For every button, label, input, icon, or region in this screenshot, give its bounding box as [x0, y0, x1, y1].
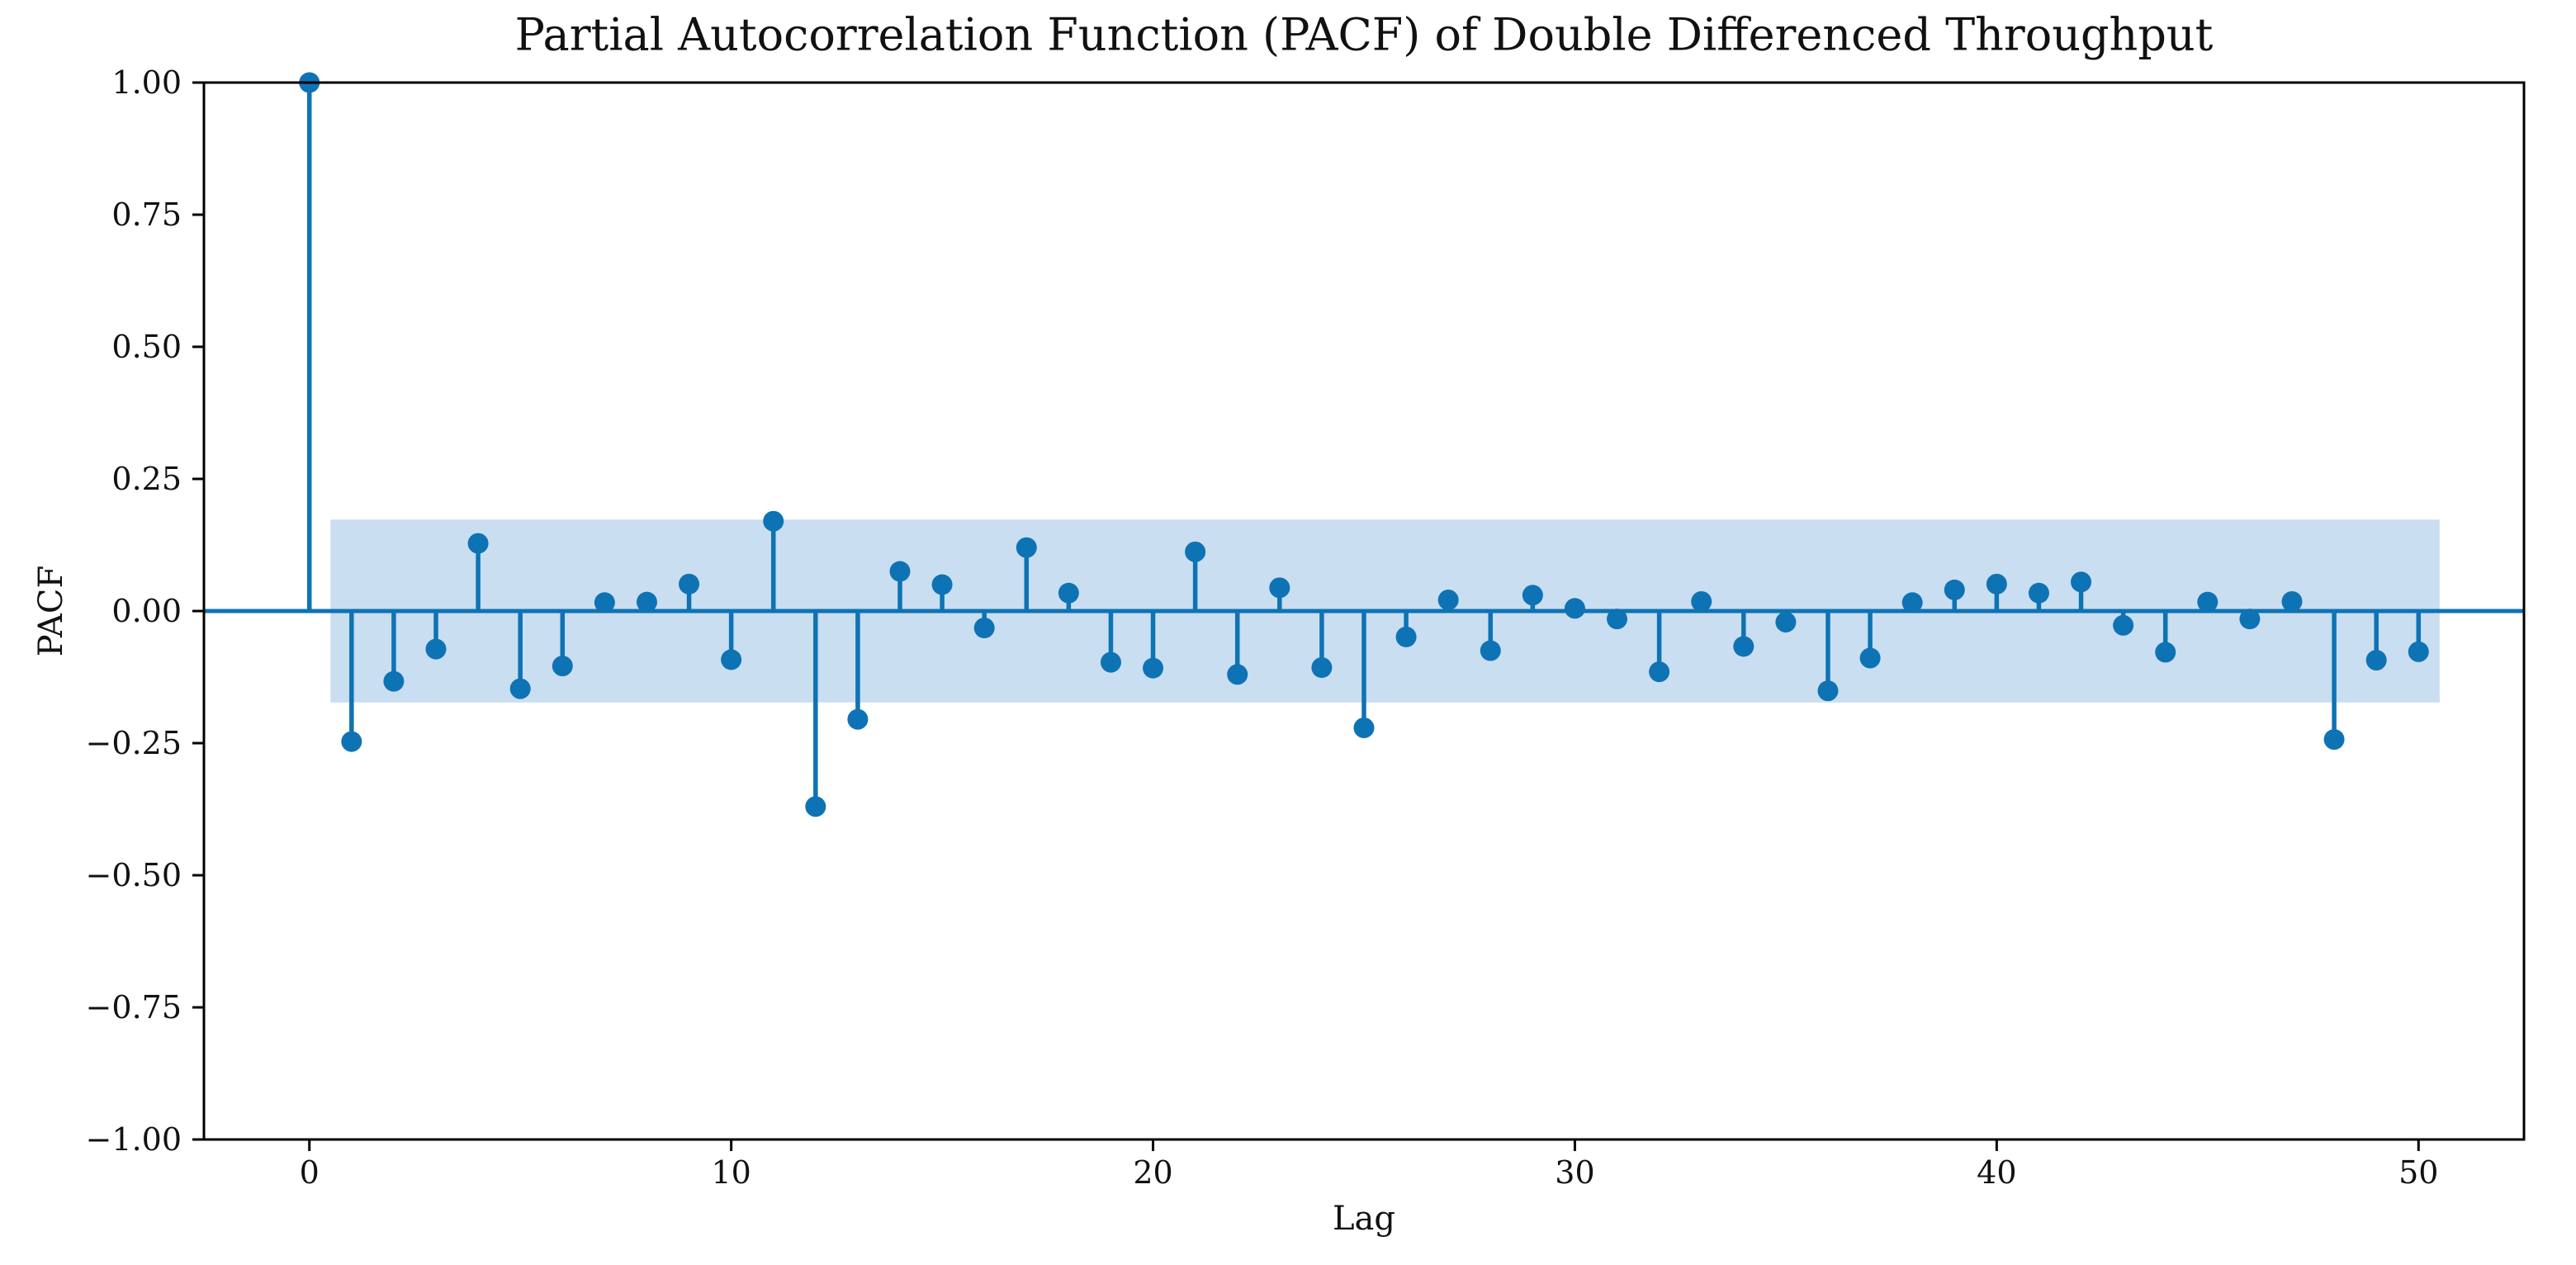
marker-lag-37: [1859, 647, 1881, 669]
y-tick-label-0.25: 0.25: [111, 461, 182, 497]
marker-lag-49: [2365, 650, 2387, 671]
marker-lag-42: [2071, 571, 2092, 593]
marker-lag-36: [1817, 680, 1839, 702]
marker-lag-44: [2155, 642, 2176, 663]
chart-title: Partial Autocorrelation Function (PACF) …: [514, 8, 2214, 61]
x-tick-label-10: 10: [711, 1154, 751, 1191]
marker-lag-24: [1311, 656, 1333, 678]
marker-lag-10: [721, 649, 742, 670]
marker-lag-29: [1522, 585, 1543, 606]
x-tick-label-30: 30: [1555, 1154, 1595, 1191]
marker-lag-39: [1944, 579, 1965, 600]
marker-lag-50: [2408, 641, 2429, 662]
marker-lag-4: [467, 533, 489, 554]
marker-lag-45: [2197, 591, 2218, 613]
marker-lag-35: [1775, 611, 1797, 632]
marker-lag-15: [931, 574, 953, 595]
marker-lag-6: [552, 656, 573, 677]
x-axis-label: Lag: [1332, 1200, 1396, 1238]
y-tick-label-1.00: 1.00: [111, 64, 182, 101]
marker-lag-46: [2239, 609, 2261, 630]
y-tick-label-0.50: 0.50: [111, 329, 182, 365]
marker-lag-30: [1564, 598, 1585, 619]
y-tick-label-−0.50: −0.50: [85, 857, 182, 893]
marker-lag-28: [1480, 640, 1501, 661]
marker-lag-18: [1058, 582, 1079, 604]
y-tick-label-0.75: 0.75: [111, 197, 182, 233]
marker-lag-8: [636, 591, 657, 613]
marker-lag-40: [1986, 573, 2007, 595]
marker-lag-17: [1016, 537, 1037, 558]
marker-lag-25: [1353, 717, 1375, 738]
marker-lag-20: [1143, 657, 1164, 679]
marker-lag-34: [1733, 636, 1754, 657]
marker-lag-21: [1185, 541, 1206, 562]
marker-lag-43: [2113, 614, 2134, 636]
y-tick-label-0.00: 0.00: [111, 593, 182, 629]
y-tick-label-−0.25: −0.25: [85, 725, 182, 761]
x-tick-label-20: 20: [1133, 1154, 1173, 1191]
x-tick-label-0: 0: [299, 1154, 320, 1191]
marker-lag-3: [425, 638, 447, 660]
marker-lag-11: [763, 510, 784, 532]
marker-lag-27: [1437, 590, 1459, 611]
marker-lag-19: [1100, 651, 1121, 673]
marker-lag-16: [973, 617, 995, 638]
x-tick-label-40: 40: [1977, 1154, 2017, 1191]
marker-lag-47: [2281, 590, 2303, 612]
marker-lag-38: [1901, 592, 1923, 614]
marker-lag-12: [805, 796, 826, 817]
marker-lag-5: [509, 678, 531, 699]
marker-lag-31: [1607, 609, 1628, 630]
marker-lag-14: [889, 561, 911, 582]
marker-lag-26: [1395, 626, 1417, 647]
marker-lag-22: [1227, 664, 1248, 685]
y-axis-label: PACF: [32, 565, 70, 657]
marker-lag-9: [679, 573, 700, 595]
marker-lag-1: [341, 731, 362, 752]
y-tick-label-−1.00: −1.00: [85, 1121, 182, 1158]
marker-lag-48: [2323, 729, 2345, 751]
marker-lag-7: [594, 592, 615, 614]
marker-lag-32: [1649, 661, 1670, 683]
marker-lag-13: [847, 708, 869, 730]
marker-lag-33: [1691, 590, 1712, 612]
x-tick-label-50: 50: [2398, 1154, 2439, 1191]
marker-lag-41: [2028, 582, 2049, 604]
marker-lag-23: [1269, 577, 1290, 599]
marker-lag-2: [383, 670, 405, 692]
y-tick-label-−0.75: −0.75: [85, 989, 182, 1026]
